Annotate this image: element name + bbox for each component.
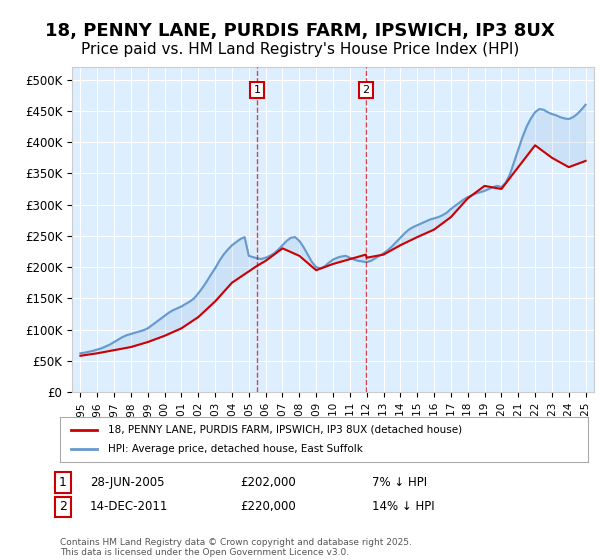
Text: 1: 1 xyxy=(254,85,260,95)
Text: Contains HM Land Registry data © Crown copyright and database right 2025.
This d: Contains HM Land Registry data © Crown c… xyxy=(60,538,412,557)
Text: £202,000: £202,000 xyxy=(240,476,296,489)
Text: 2: 2 xyxy=(362,85,370,95)
Text: 14% ↓ HPI: 14% ↓ HPI xyxy=(372,500,434,514)
Text: 18, PENNY LANE, PURDIS FARM, IPSWICH, IP3 8UX: 18, PENNY LANE, PURDIS FARM, IPSWICH, IP… xyxy=(45,22,555,40)
Text: 28-JUN-2005: 28-JUN-2005 xyxy=(90,476,164,489)
Text: 14-DEC-2011: 14-DEC-2011 xyxy=(90,500,169,514)
Text: 7% ↓ HPI: 7% ↓ HPI xyxy=(372,476,427,489)
Text: 2: 2 xyxy=(59,500,67,514)
Text: 1: 1 xyxy=(59,476,67,489)
Text: Price paid vs. HM Land Registry's House Price Index (HPI): Price paid vs. HM Land Registry's House … xyxy=(81,42,519,57)
Text: £220,000: £220,000 xyxy=(240,500,296,514)
Text: 18, PENNY LANE, PURDIS FARM, IPSWICH, IP3 8UX (detached house): 18, PENNY LANE, PURDIS FARM, IPSWICH, IP… xyxy=(107,424,461,435)
Text: HPI: Average price, detached house, East Suffolk: HPI: Average price, detached house, East… xyxy=(107,445,362,455)
